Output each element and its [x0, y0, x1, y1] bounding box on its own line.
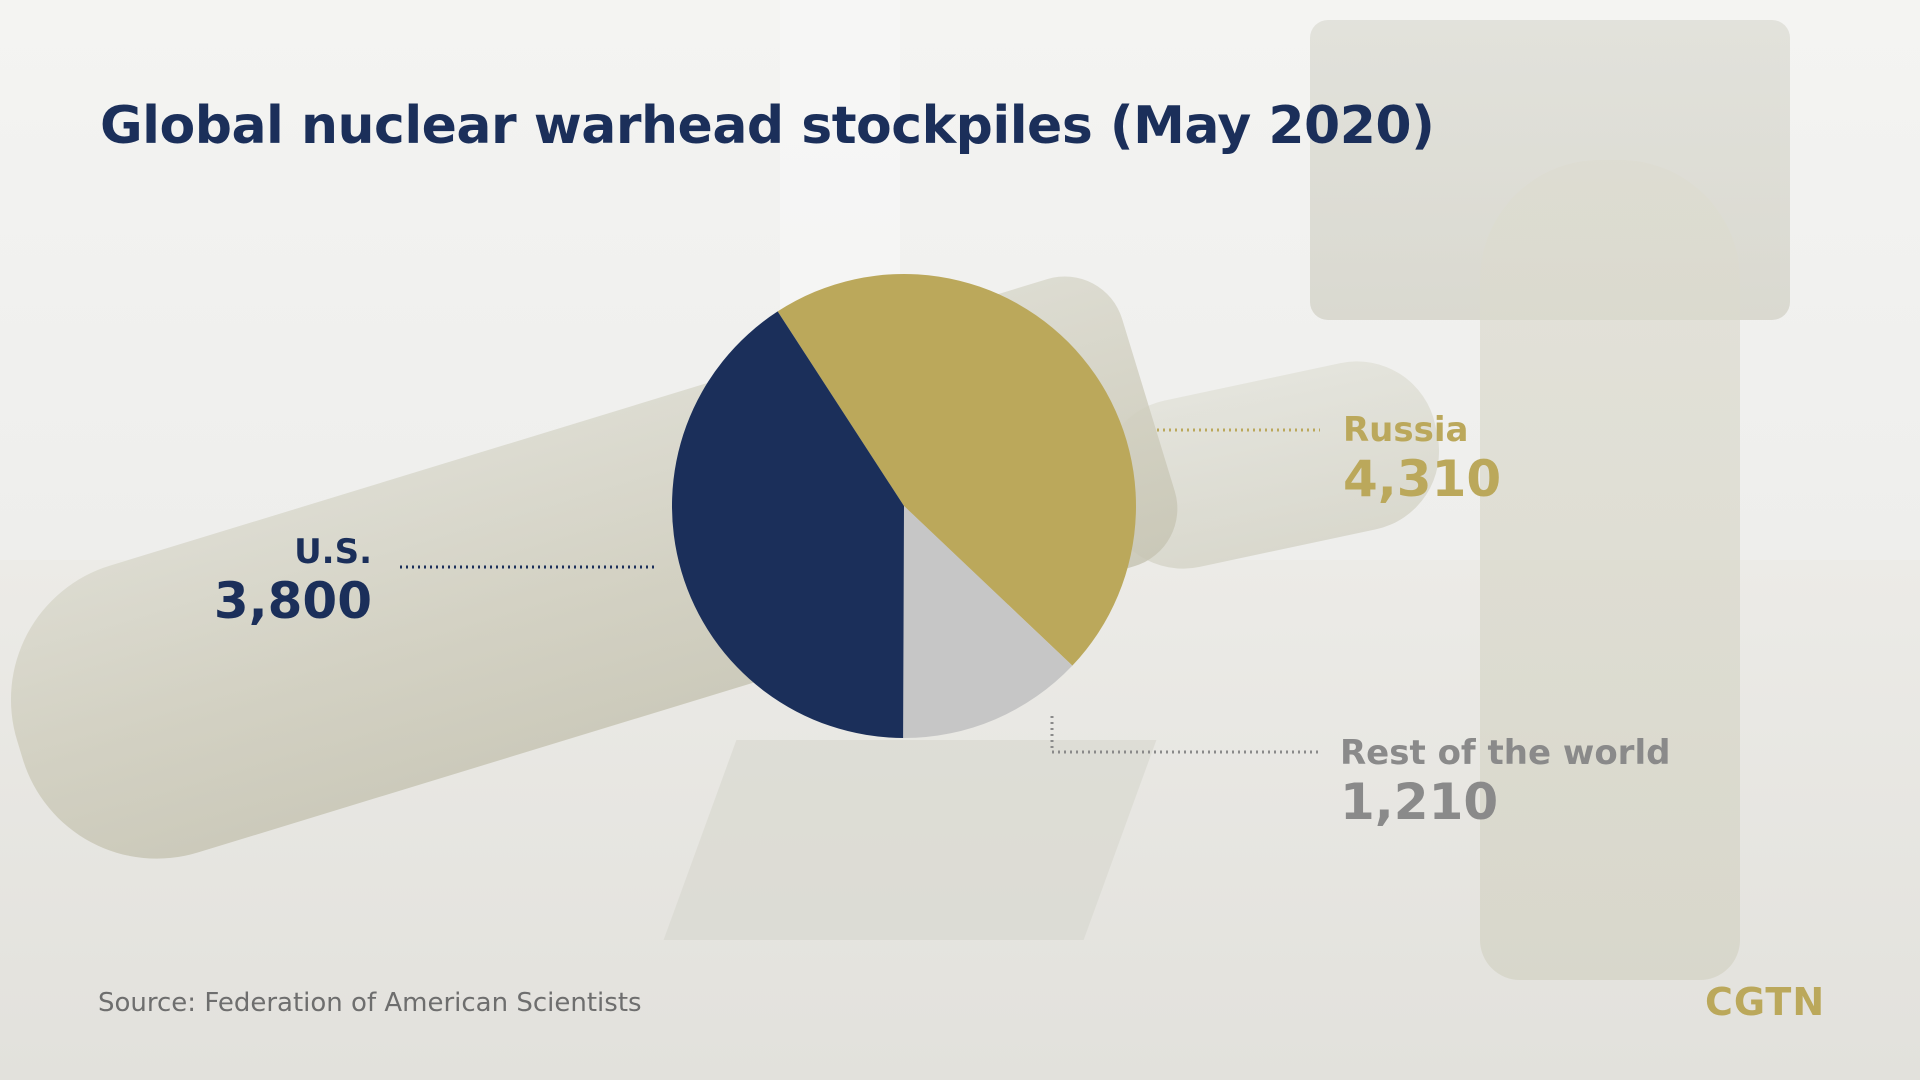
source-note: Source: Federation of American Scientist… [98, 988, 642, 1018]
leader-lines [400, 428, 1320, 754]
pie-slices [671, 274, 1136, 739]
us-name: U.S. [294, 532, 372, 572]
us-value: 3,800 [213, 572, 372, 630]
leader-line-rest [1050, 716, 1318, 754]
russia-name: Russia [1343, 410, 1469, 450]
russia-label: Russia 4,310 [1343, 410, 1501, 508]
rest-of-world-label: Rest of the world 1,210 [1340, 733, 1670, 831]
background-soldier [1480, 160, 1740, 980]
russia-value: 4,310 [1343, 450, 1502, 508]
pie-slice-russia [777, 274, 1136, 666]
cgtn-logo: CGTN [1705, 980, 1826, 1024]
us-label: U.S. 3,800 [214, 532, 372, 630]
pie-slice-rest-of-the-world [903, 506, 1073, 739]
pie-slice-u-s [671, 311, 904, 738]
chart-title: Global nuclear warhead stockpiles (May 2… [100, 96, 1435, 156]
rest-of-world-value: 1,210 [1340, 773, 1499, 831]
rest-of-world-name: Rest of the world [1340, 733, 1671, 773]
